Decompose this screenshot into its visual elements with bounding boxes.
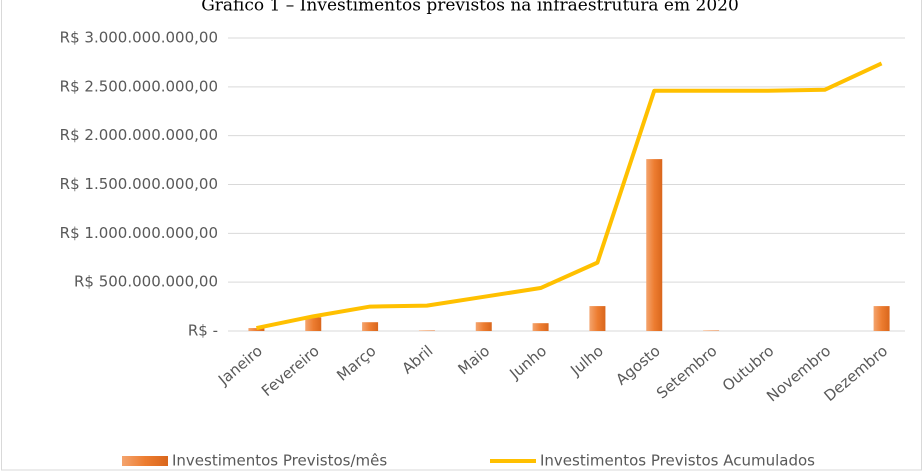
x-tick-label: Maio	[454, 342, 493, 379]
x-tick-label: Junho	[505, 342, 550, 384]
bar	[589, 306, 606, 331]
legend-swatch	[122, 456, 168, 466]
bar	[248, 328, 265, 331]
x-tick-label: Abril	[399, 342, 437, 378]
y-tick-label: R$ 2.500.000.000,00	[60, 77, 218, 95]
y-tick-label: R$ 1.000.000.000,00	[60, 224, 218, 242]
bar	[305, 317, 322, 331]
line	[256, 61, 883, 331]
legend-label: Investimentos Previstos/mês	[172, 452, 387, 470]
x-tick-label: Fevereiro	[258, 342, 323, 400]
x-tick-label: Janeiro	[214, 342, 266, 390]
x-tick-label: Março	[333, 342, 379, 385]
bar	[646, 159, 663, 331]
x-tick-label: Setembro	[653, 342, 721, 403]
legend-label: Investimentos Previstos Acumulados	[540, 452, 815, 470]
y-tick-label: R$ 1.500.000.000,00	[60, 175, 218, 193]
x-tick-label: Agosto	[612, 342, 663, 389]
bar	[873, 306, 890, 331]
y-tick-label: R$ 500.000.000,00	[74, 273, 218, 291]
x-tick-label: Dezembro	[820, 342, 891, 405]
chart-title: Gráfico 1 – Investimentos previstos na i…	[201, 0, 739, 16]
y-tick-label: R$ 2.000.000.000,00	[60, 126, 218, 144]
y-tick-label: R$ -	[188, 322, 218, 340]
bar	[362, 322, 379, 331]
y-tick-label: R$ 3.000.000.000,00	[60, 29, 218, 47]
bar	[532, 323, 549, 331]
x-tick-label: Julho	[566, 342, 607, 380]
bar	[475, 322, 492, 331]
